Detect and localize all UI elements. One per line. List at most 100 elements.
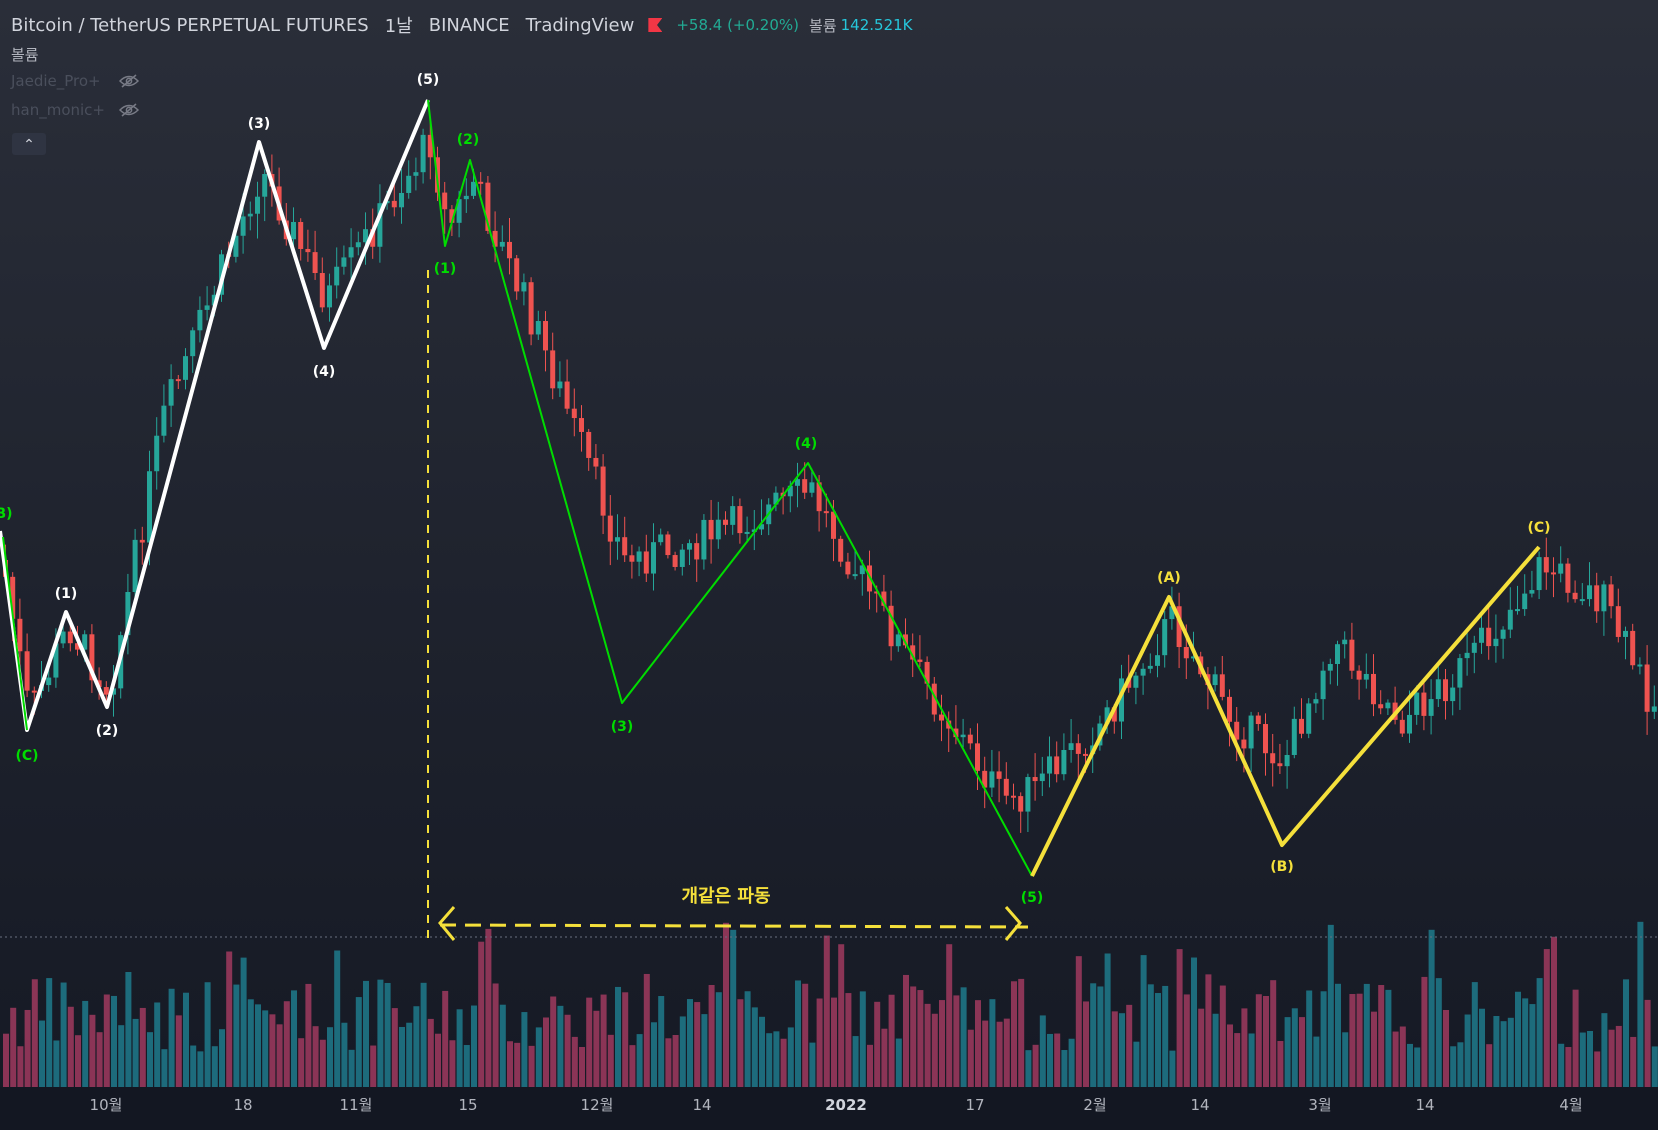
- candle-body: [334, 266, 340, 286]
- volume-bar: [283, 1001, 290, 1087]
- volume-bar: [672, 1034, 679, 1087]
- candle-body: [600, 466, 606, 516]
- volume-bar: [471, 1005, 477, 1087]
- volume-bar: [118, 1025, 125, 1087]
- candle-body: [787, 485, 793, 497]
- volume-bar: [103, 994, 110, 1087]
- volume-bar: [1162, 985, 1169, 1087]
- collapse-legend-button[interactable]: ⌃: [12, 133, 46, 155]
- candle-body: [1306, 703, 1312, 734]
- candle-body: [291, 222, 296, 240]
- volume-bar: [1255, 994, 1262, 1087]
- volume-bar: [1083, 1001, 1089, 1087]
- candle-body: [550, 350, 556, 389]
- volume-bar: [1032, 1044, 1039, 1087]
- volume-bar: [139, 1007, 146, 1087]
- candle-body: [1551, 572, 1556, 575]
- volume-bar: [334, 950, 341, 1087]
- volume-bar: [795, 980, 801, 1087]
- candle-body: [687, 543, 692, 550]
- indicator-label: han_monic+: [11, 101, 105, 119]
- candle-body: [960, 734, 966, 738]
- volume-bar: [751, 1007, 758, 1087]
- candle-body: [312, 252, 318, 274]
- symbol-header: Bitcoin / TetherUS PERPETUAL FUTURES 1날 …: [11, 12, 913, 38]
- candle-body: [499, 241, 505, 247]
- candle-body: [60, 631, 66, 644]
- volume-bar: [1111, 1011, 1118, 1087]
- volume-legend[interactable]: 볼륨: [11, 46, 39, 64]
- volume-bar: [571, 1036, 578, 1087]
- candle-body: [672, 555, 678, 567]
- candle-body: [89, 634, 95, 681]
- volume-bar: [1126, 1004, 1133, 1087]
- volume-bar: [463, 1045, 470, 1087]
- candle-body: [730, 506, 736, 525]
- candle-body: [1162, 619, 1168, 656]
- time-tick: 14: [1415, 1096, 1434, 1114]
- volume-bar: [960, 987, 967, 1087]
- volume-bar: [1558, 1043, 1565, 1087]
- volume-bar: [1493, 1016, 1500, 1087]
- indicator-jaedie[interactable]: Jaedie_Pro+: [11, 72, 139, 90]
- indicator-han-monic[interactable]: han_monic+: [11, 101, 139, 119]
- candle-body: [1075, 743, 1081, 754]
- volume-bar: [341, 1022, 348, 1087]
- candle-body: [1255, 715, 1261, 725]
- candle-body: [521, 282, 527, 292]
- candle-body: [10, 576, 16, 619]
- volume-bar: [780, 1038, 787, 1087]
- volume-bar: [10, 1007, 17, 1087]
- volume-bar: [1435, 978, 1442, 1087]
- wave-label: (5): [1021, 890, 1044, 906]
- candle-body: [1025, 777, 1031, 812]
- candle-body: [1515, 609, 1520, 612]
- volume-bar: [31, 979, 38, 1087]
- volume-bar: [219, 1029, 225, 1087]
- wave-label: B): [0, 506, 13, 522]
- eye-hidden-icon[interactable]: [119, 74, 139, 88]
- volume-bar: [499, 1004, 506, 1087]
- volume-bar: [82, 1000, 89, 1087]
- volume-bar: [269, 1014, 276, 1087]
- volume-bar: [327, 1027, 333, 1087]
- volume-bar: [1414, 1047, 1421, 1087]
- exchange-label: BINANCE: [428, 14, 510, 36]
- volume-bar: [298, 1038, 305, 1087]
- volume-bar: [1140, 955, 1147, 1087]
- eye-hidden-icon[interactable]: [119, 103, 139, 117]
- candle-body: [1565, 563, 1571, 593]
- time-tick: 18: [233, 1096, 252, 1114]
- volume-bar: [53, 1040, 60, 1087]
- candle-body: [1284, 754, 1290, 767]
- volume-label: 볼륨: [809, 16, 837, 35]
- volume-bar: [528, 1045, 535, 1087]
- candle-body: [1263, 724, 1268, 754]
- candle-body: [1356, 670, 1362, 680]
- volume-bar: [989, 999, 996, 1087]
- candle-body: [1140, 668, 1146, 676]
- candle-body: [406, 175, 412, 193]
- flag-icon[interactable]: [648, 18, 663, 32]
- volume-bar: [1392, 1031, 1399, 1087]
- volume-bar: [1579, 1032, 1586, 1087]
- symbol-title[interactable]: Bitcoin / TetherUS PERPETUAL FUTURES: [11, 14, 369, 36]
- interval-label[interactable]: 1날: [384, 16, 413, 37]
- volume-bar: [427, 1018, 434, 1087]
- candle-body: [1507, 609, 1513, 630]
- volume-bar: [183, 992, 189, 1087]
- volume-bar: [1450, 1046, 1457, 1087]
- volume-bar: [845, 993, 852, 1087]
- volume-bar: [1003, 1018, 1010, 1087]
- volume-bar: [370, 1045, 377, 1087]
- volume-bar: [766, 1033, 773, 1087]
- volume-bar: [39, 1020, 45, 1087]
- volume-bar: [147, 1032, 153, 1087]
- candle-body: [1543, 557, 1549, 573]
- volume-bar: [204, 982, 211, 1087]
- candle-body: [1623, 630, 1628, 637]
- indicator-label: Jaedie_Pro+: [11, 72, 101, 90]
- candle-body: [1061, 750, 1067, 775]
- volume-bar: [1644, 999, 1651, 1087]
